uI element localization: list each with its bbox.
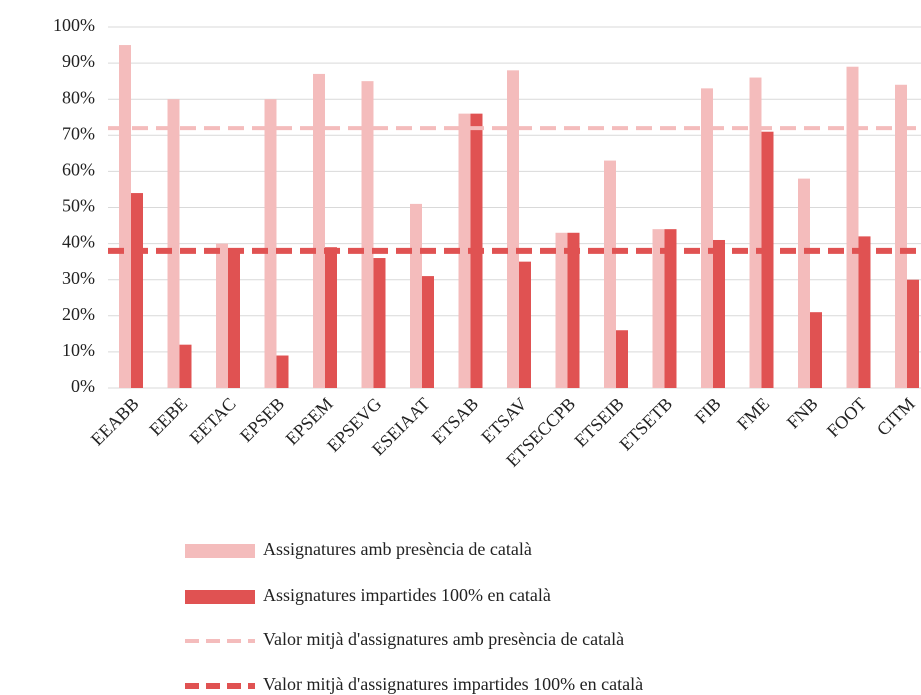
bar bbox=[458, 113, 471, 388]
bar bbox=[701, 88, 713, 389]
legend-label: Valor mitjà d'assignatures impartides 10… bbox=[263, 674, 643, 694]
bar bbox=[325, 247, 337, 388]
bar bbox=[761, 131, 774, 388]
bar bbox=[604, 160, 616, 388]
bar bbox=[410, 203, 422, 388]
bar bbox=[507, 70, 519, 388]
x-tick-label: FOOT bbox=[823, 394, 870, 441]
y-tick-label: 100% bbox=[53, 15, 95, 35]
x-tick-label: FME bbox=[733, 394, 773, 434]
bar bbox=[858, 236, 871, 388]
bar bbox=[276, 355, 289, 388]
legend-label: Assignatures impartides 100% en català bbox=[263, 585, 551, 605]
y-tick-label: 60% bbox=[62, 160, 95, 180]
bar bbox=[179, 344, 192, 388]
x-tick-label: CITM bbox=[873, 394, 919, 440]
bar bbox=[895, 84, 907, 388]
bar bbox=[216, 243, 228, 388]
bar bbox=[664, 229, 677, 388]
y-tick-label: 70% bbox=[62, 123, 95, 143]
bar bbox=[798, 178, 810, 388]
y-tick-label: 20% bbox=[62, 304, 95, 324]
x-tick-label: ETSAB bbox=[428, 394, 482, 448]
x-tick-label: FIB bbox=[691, 394, 725, 428]
y-tick-label: 40% bbox=[62, 232, 95, 252]
bar bbox=[652, 229, 665, 388]
bar bbox=[119, 45, 131, 389]
bar bbox=[167, 99, 180, 388]
bar bbox=[313, 73, 325, 389]
bar bbox=[713, 239, 725, 388]
y-tick-label: 10% bbox=[62, 340, 95, 360]
legend-label: Valor mitjà d'assignatures amb presència… bbox=[263, 629, 624, 649]
bar bbox=[131, 193, 143, 388]
y-tick-label: 80% bbox=[62, 87, 95, 107]
y-tick-label: 90% bbox=[62, 51, 95, 71]
x-tick-label: ETSETB bbox=[615, 394, 676, 455]
bar bbox=[846, 66, 859, 389]
y-tick-label: 30% bbox=[62, 268, 95, 288]
y-tick-label: 0% bbox=[71, 376, 95, 396]
bar bbox=[616, 330, 628, 388]
bar bbox=[519, 261, 531, 388]
bar bbox=[264, 99, 277, 388]
bar bbox=[810, 312, 822, 388]
x-tick-label: EETAC bbox=[186, 394, 240, 448]
x-tick-label: EEABB bbox=[87, 394, 143, 450]
bar bbox=[907, 279, 919, 388]
bar bbox=[422, 276, 434, 388]
bar bbox=[361, 81, 374, 389]
x-tick-label: FNB bbox=[783, 394, 822, 433]
x-tick-label: EPSEB bbox=[236, 394, 288, 446]
bar bbox=[567, 232, 580, 388]
bar bbox=[555, 232, 568, 388]
bar bbox=[749, 77, 762, 388]
bar bbox=[373, 258, 386, 388]
y-tick-label: 50% bbox=[62, 196, 95, 216]
bar bbox=[228, 250, 240, 388]
legend-label: Assignatures amb presència de català bbox=[263, 539, 532, 559]
x-tick-label: EEBE bbox=[145, 394, 191, 440]
